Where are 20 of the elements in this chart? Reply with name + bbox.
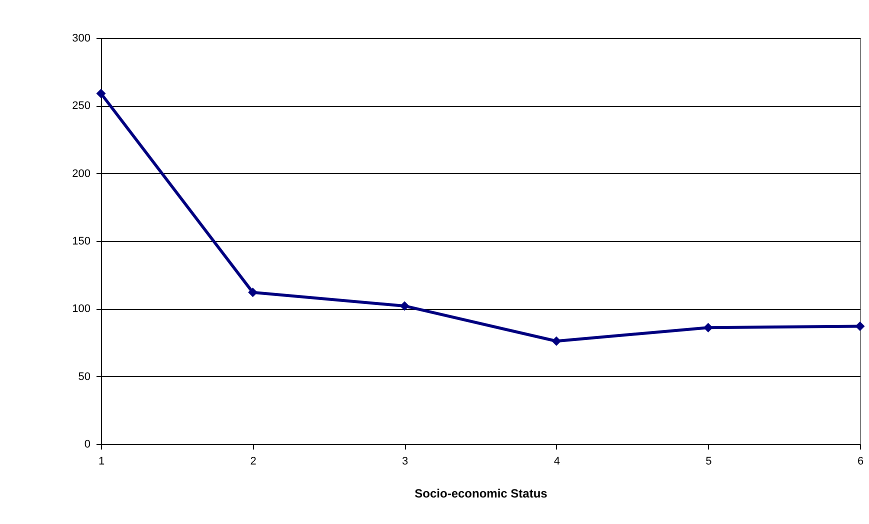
y-tick-label: 50 — [78, 370, 90, 383]
point — [552, 336, 562, 346]
x-tick-label: 6 — [857, 456, 864, 468]
point — [248, 288, 258, 298]
x-tick-label: 4 — [554, 456, 560, 468]
point — [96, 88, 106, 98]
x-tick-label: 2 — [250, 456, 256, 468]
x-tick-label: 5 — [706, 456, 712, 468]
y-tick-label: 300 — [72, 32, 90, 44]
y-tick-label: 250 — [72, 100, 90, 112]
point — [855, 322, 865, 332]
x-tick-label: 3 — [402, 456, 408, 468]
x-tick-label: 1 — [98, 456, 105, 468]
point — [703, 322, 713, 332]
y-tick-label: 150 — [72, 236, 90, 248]
point — [400, 301, 410, 311]
y-tick-label: 100 — [72, 303, 90, 316]
y-tick-label: 0 — [84, 438, 90, 450]
x-axis-title: Socio-economic Status — [414, 486, 548, 500]
y-tick-label: 200 — [72, 168, 90, 180]
